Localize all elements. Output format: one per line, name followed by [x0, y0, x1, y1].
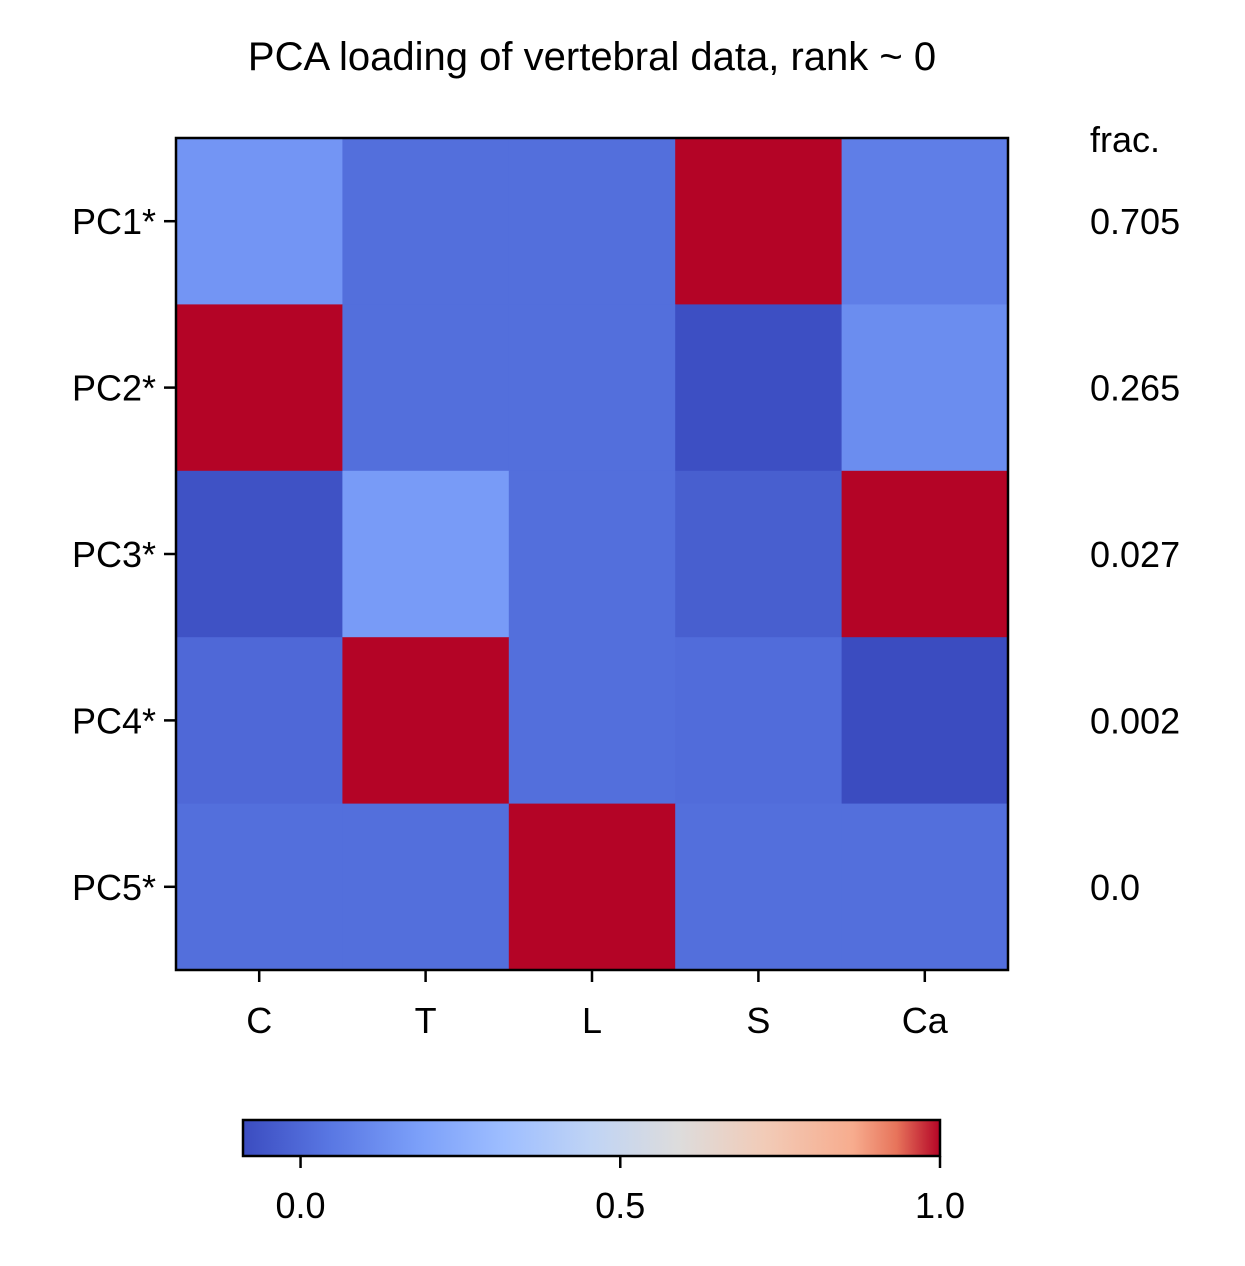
- heatmap-cell: [176, 138, 343, 305]
- colorbar-tick-label: 0.0: [276, 1185, 326, 1226]
- y-tick-label: PC1*: [72, 201, 156, 242]
- heatmap-cell: [841, 470, 1009, 638]
- colorbar-tick-label: 0.5: [595, 1185, 645, 1226]
- heatmap-cell: [841, 803, 1009, 971]
- y-tick-label: PC2*: [72, 368, 156, 409]
- chart-title: PCA loading of vertebral data, rank ~ 0: [248, 35, 936, 79]
- heatmap-cell: [176, 803, 343, 971]
- heatmap-cell: [675, 304, 843, 472]
- heatmap-cell: [176, 637, 343, 805]
- heatmap-cell: [508, 304, 676, 472]
- x-tick-label: C: [246, 1000, 272, 1041]
- x-tick-label: L: [582, 1000, 602, 1041]
- x-tick-label: S: [746, 1000, 770, 1041]
- heatmap-cell: [508, 803, 676, 971]
- fraction-label: 0.0: [1090, 867, 1140, 908]
- heatmap-cell: [508, 470, 676, 638]
- y-axis: PC1* PC2* PC3* PC4* PC5*: [72, 201, 176, 908]
- heatmap-cell: [342, 637, 510, 805]
- heatmap-cell: [841, 304, 1009, 472]
- colorbar-axis: 0.0 0.5 1.0: [276, 1156, 965, 1226]
- y-tick-label: PC4*: [72, 700, 156, 741]
- fraction-label: 0.002: [1090, 700, 1180, 741]
- heatmap-cells: [176, 138, 1009, 971]
- heatmap-cell: [342, 803, 510, 971]
- x-tick-label: Ca: [902, 1000, 949, 1041]
- x-axis: C T L S Ca: [246, 970, 949, 1041]
- heatmap-cell: [342, 304, 510, 472]
- fraction-label: 0.705: [1090, 201, 1180, 242]
- y-tick-label: PC5*: [72, 867, 156, 908]
- fraction-label: 0.027: [1090, 534, 1180, 575]
- heatmap-cell: [675, 637, 843, 805]
- heatmap-cell: [508, 637, 676, 805]
- heatmap-cell: [675, 138, 843, 305]
- colorbar-gradient: [241, 1118, 942, 1158]
- heatmap-cell: [342, 138, 510, 305]
- heatmap-cell: [841, 637, 1009, 805]
- heatmap-cell: [342, 470, 510, 638]
- heatmap-cell: [508, 138, 676, 305]
- x-tick-label: T: [415, 1000, 437, 1041]
- frac-header: frac.: [1090, 119, 1160, 160]
- heatmap-cell: [176, 470, 343, 638]
- heatmap-cell: [841, 138, 1009, 305]
- y-tick-label: PC3*: [72, 534, 156, 575]
- fraction-labels: 0.705 0.265 0.027 0.002 0.0: [1090, 201, 1180, 908]
- heatmap-cell: [176, 304, 343, 472]
- fraction-label: 0.265: [1090, 368, 1180, 409]
- heatmap-cell: [675, 803, 843, 971]
- heatmap-cell: [675, 470, 843, 638]
- colorbar-tick-label: 1.0: [915, 1185, 965, 1226]
